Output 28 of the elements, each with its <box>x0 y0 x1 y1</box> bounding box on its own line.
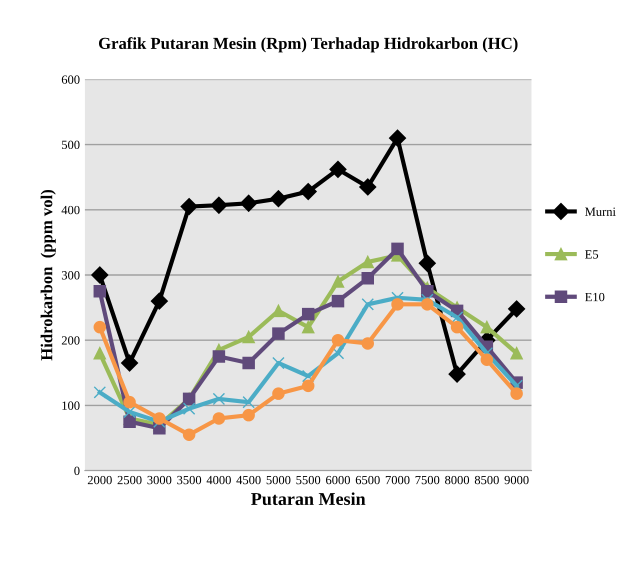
y-axis-title: Hidrokarbon (ppm vol) <box>40 190 56 360</box>
y-tick-label: 200 <box>62 336 80 345</box>
x-tick-label: 6000 <box>326 476 350 484</box>
y-tick-label: 300 <box>62 271 80 280</box>
y-tick-label: 600 <box>62 75 80 84</box>
y-tick-label: 500 <box>62 140 80 150</box>
x-tick-label: 9000 <box>504 476 529 484</box>
x-tick-label: 5000 <box>266 476 290 484</box>
x-tick-label: 8500 <box>474 476 499 484</box>
y-tick-label: 0 <box>74 466 80 476</box>
x-tick-label: 5500 <box>296 476 320 484</box>
y-tick-label: 400 <box>62 206 80 214</box>
x-tick-label: 3000 <box>147 476 172 484</box>
x-axis-title: Putaran Mesin <box>251 492 366 506</box>
y-tick-label: 100 <box>62 401 80 410</box>
x-tick-label: 7500 <box>416 476 440 484</box>
x-tick-label: 2000 <box>88 476 112 484</box>
legend-label: E5 <box>585 250 598 259</box>
x-tick-label: 7000 <box>386 476 410 484</box>
x-tick-label: 6500 <box>356 476 380 484</box>
x-tick-label: 4000 <box>206 476 231 484</box>
legend-label: Murni <box>585 208 616 216</box>
x-tick-label: 8000 <box>445 476 470 484</box>
chart-title: Grafik Putaran Mesin (Rpm) Terhadap Hidrokarbon (HC) <box>98 37 518 52</box>
legend-label: E10 <box>585 292 604 302</box>
x-tick-label: 4500 <box>236 476 261 484</box>
x-tick-label: 3500 <box>177 476 202 484</box>
x-tick-label: 2500 <box>118 476 142 484</box>
